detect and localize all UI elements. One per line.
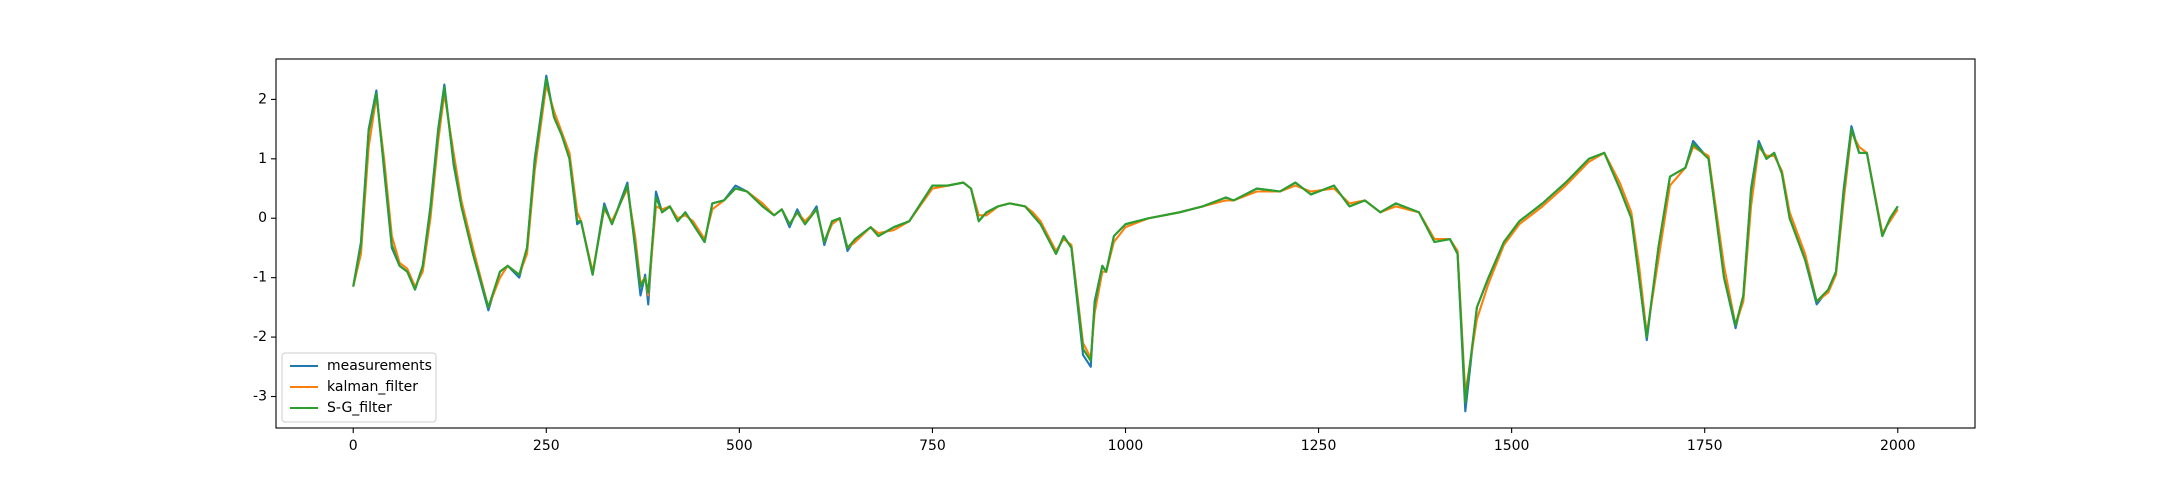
series-line (352, 77, 1899, 404)
legend-box (281, 352, 437, 423)
x-tick-label: 1500 (1494, 438, 1530, 454)
legend-label: kalman_filter (327, 379, 418, 395)
y-tick-label: 2 (258, 91, 267, 107)
y-tick-label: 0 (258, 210, 267, 226)
x-tick-label: 500 (726, 438, 753, 454)
x-tick-label: 750 (919, 438, 946, 454)
y-tick-label: 1 (258, 151, 267, 167)
x-tick-label: 0 (349, 438, 358, 454)
legend-label: measurements (327, 358, 432, 374)
x-tick-label: 250 (533, 438, 560, 454)
y-tick-label: -2 (253, 329, 267, 345)
y-tick-label: -3 (253, 389, 267, 405)
legend: measurements kalman_filter S-G_filter (281, 352, 437, 423)
y-tick-label: -1 (253, 270, 267, 286)
x-tick-label: 1000 (1108, 438, 1144, 454)
legend-label: S-G_filter (327, 400, 392, 416)
x-tick-label: 1750 (1687, 438, 1723, 454)
x-tick-label: 2000 (1880, 438, 1916, 454)
x-tick-label: 1250 (1301, 438, 1337, 454)
